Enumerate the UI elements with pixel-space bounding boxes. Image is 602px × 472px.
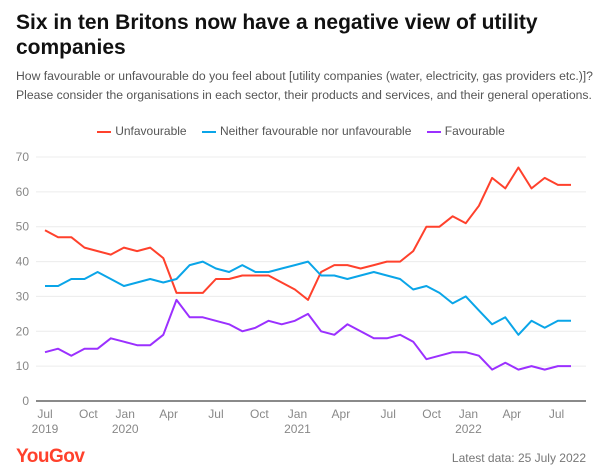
y-tick-label: 40 [16,255,30,269]
x-tick-label: Oct [250,407,269,421]
x-tick-label: Jul [549,407,564,421]
x-tick-label: Jul [208,407,223,421]
legend-item-unfavourable[interactable]: Unfavourable [97,124,187,138]
legend-label-unfavourable: Unfavourable [115,124,187,138]
legend-item-favourable[interactable]: Favourable [426,124,505,138]
chart-title: Six in ten Britons now have a negative v… [16,11,538,59]
legend-label-neither: Neither favourable nor unfavourable [219,124,412,138]
x-tick-label: Apr [332,407,351,421]
x-tick-label: Jan [288,407,307,421]
y-tick-label: 30 [16,289,30,303]
x-tick-year-label: 2020 [112,422,139,436]
x-tick-label: Oct [79,407,98,421]
legend-swatch-unfavourable [97,130,112,133]
legend: Unfavourable Neither favourable nor unfa… [0,124,602,138]
yougov-logo: YouGov [16,446,85,467]
legend-swatch-favourable [426,130,441,133]
y-tick-label: 20 [16,324,30,338]
legend-swatch-neither [201,130,216,133]
x-tick-label: Jul [37,407,52,421]
x-tick-label: Apr [159,407,178,421]
chart-subtitle: How favourable or unfavourable do you fe… [16,69,593,102]
x-tick-year-label: 2021 [284,422,311,436]
y-tick-label: 50 [16,220,30,234]
x-tick-label: Jan [459,407,478,421]
x-tick-label: Oct [422,407,441,421]
y-tick-label: 10 [16,359,30,373]
y-tick-label: 60 [16,185,30,199]
legend-item-neither[interactable]: Neither favourable nor unfavourable [201,124,412,138]
x-tick-year-label: 2022 [455,422,482,436]
y-tick-label: 70 [16,150,30,164]
series-line-neither[interactable] [45,260,571,336]
series-line-favourable[interactable] [44,298,571,371]
x-tick-label: Jul [381,407,396,421]
x-tick-label: Apr [502,407,521,421]
latest-data-note: Latest data: 25 July 2022 [451,451,586,465]
x-tick-year-label: 2019 [32,422,59,436]
legend-label-favourable: Favourable [444,124,505,138]
series-line-unfavourable[interactable] [44,166,571,301]
x-tick-label: Jan [116,407,135,421]
y-tick-label: 0 [22,394,29,408]
